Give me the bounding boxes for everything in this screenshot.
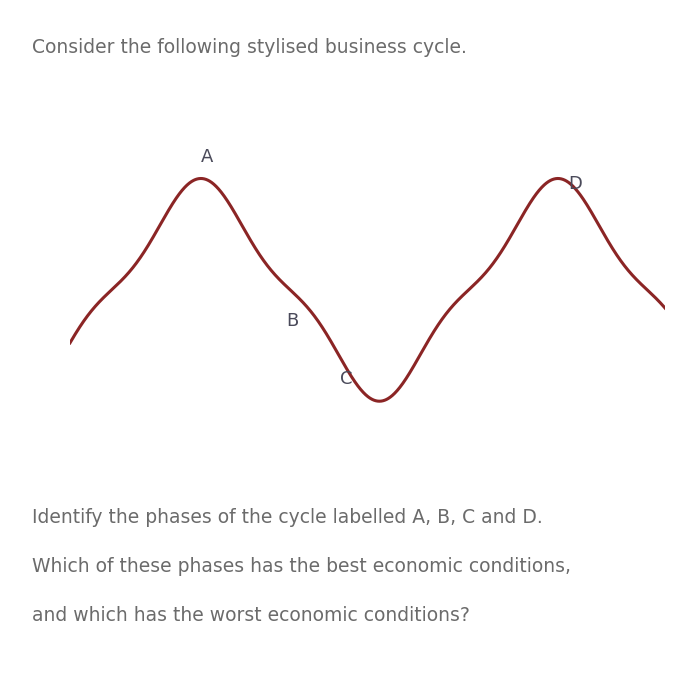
Text: D: D [568,175,582,194]
Text: C: C [340,370,353,388]
Text: Which of these phases has the best economic conditions,: Which of these phases has the best econo… [32,557,570,576]
Text: B: B [286,312,299,329]
Text: Identify the phases of the cycle labelled A, B, C and D.: Identify the phases of the cycle labelle… [32,508,542,527]
Text: Consider the following stylised business cycle.: Consider the following stylised business… [32,38,466,57]
Text: and which has the worst economic conditions?: and which has the worst economic conditi… [32,606,470,625]
Text: A: A [201,149,213,166]
